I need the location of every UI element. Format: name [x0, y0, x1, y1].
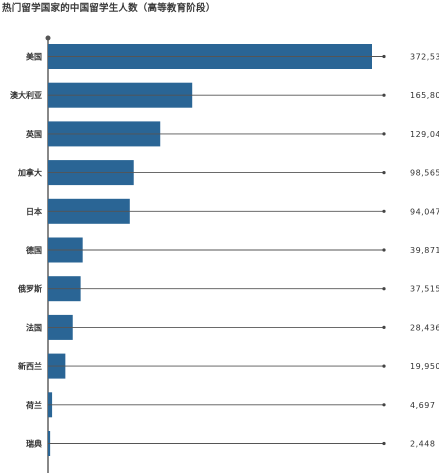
category-label-0: 美国	[26, 52, 42, 62]
leader-dot-6	[382, 287, 386, 291]
category-label-8: 新西兰	[18, 361, 42, 371]
category-label-5: 德国	[26, 245, 42, 255]
y-axis-top-marker	[45, 35, 51, 41]
value-label-2: 129,045	[410, 130, 439, 139]
value-label-5: 39,871	[410, 246, 439, 255]
category-label-7: 法国	[26, 322, 42, 332]
category-label-2: 英国	[25, 129, 42, 139]
value-label-1: 165,809	[410, 91, 439, 100]
value-label-8: 19,950	[410, 362, 439, 371]
leader-dot-3	[382, 171, 386, 175]
category-label-3: 加拿大	[17, 168, 42, 178]
chart-title: 热门留学国家的中国留学生人数（高等教育阶段）	[2, 3, 216, 14]
category-label-1: 澳大利亚	[10, 90, 42, 100]
value-label-9: 4,697	[410, 401, 435, 410]
category-label-4: 日本	[26, 206, 42, 216]
leader-dot-10	[382, 441, 386, 446]
leader-dot-9	[382, 403, 386, 407]
leader-dot-4	[382, 209, 386, 213]
leader-dot-1	[382, 93, 386, 97]
value-label-10: 2,448	[410, 440, 435, 449]
value-label-0: 372,532	[410, 53, 439, 62]
category-label-6: 俄罗斯	[17, 284, 42, 294]
value-label-4: 94,047	[410, 207, 439, 216]
leader-dot-0	[382, 54, 386, 59]
leader-dot-7	[382, 325, 386, 329]
value-label-6: 37,515	[410, 285, 439, 294]
leader-dot-5	[382, 248, 386, 252]
category-label-10: 瑞典	[26, 439, 42, 449]
category-label-9: 荷兰	[25, 400, 42, 410]
value-label-3: 98,565	[410, 169, 439, 178]
leader-dot-2	[382, 132, 386, 136]
value-label-7: 28,436	[410, 323, 439, 332]
leader-dot-8	[382, 364, 386, 368]
